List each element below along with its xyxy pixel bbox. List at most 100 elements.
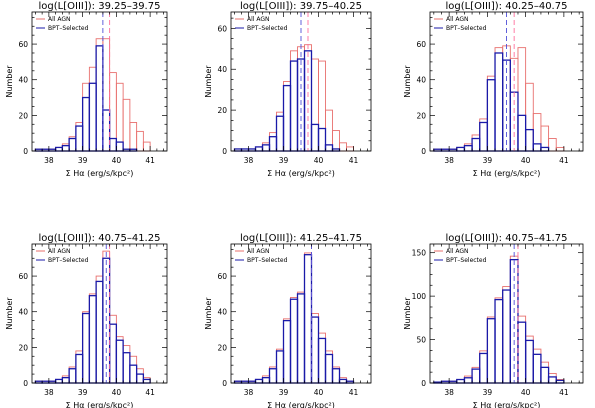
histogram-bar xyxy=(268,368,278,384)
histogram-bar xyxy=(115,141,124,152)
histogram-bar xyxy=(269,132,277,152)
histogram-bar xyxy=(456,146,466,152)
histogram-bar xyxy=(324,144,334,152)
x-tick-label: 41 xyxy=(349,388,359,397)
histogram-bar xyxy=(81,312,91,384)
histogram-bar xyxy=(555,146,565,152)
histogram-bar xyxy=(296,293,306,384)
legend-label-bpt-selected: BPT–Selected xyxy=(247,25,288,32)
legend-label-bpt-selected: BPT–Selected xyxy=(48,257,89,264)
x-tick-label: 38 xyxy=(244,388,254,397)
panel-title: log(L[OIII]): 41.25–41.75 xyxy=(240,233,362,244)
histogram-bar xyxy=(486,75,496,152)
x-axis-label: Σ Hα (erg/s/kpc²) xyxy=(473,401,541,408)
histogram-bar xyxy=(276,348,284,384)
y-tick-label: 150 xyxy=(412,249,427,258)
histogram-bar xyxy=(61,375,70,384)
histogram-bar xyxy=(283,81,291,152)
x-tick-label: 40 xyxy=(314,156,324,165)
y-tick-label: 0 xyxy=(222,379,227,388)
y-tick-label: 0 xyxy=(421,147,426,156)
plot-frame xyxy=(31,11,168,152)
histogram-bar xyxy=(115,82,124,152)
x-tick-label: 38 xyxy=(444,388,454,397)
histogram-bar xyxy=(310,316,320,384)
plot-frame xyxy=(31,243,168,384)
histogram-bar xyxy=(339,142,347,152)
y-tick-label: 20 xyxy=(217,106,227,115)
histogram-bar xyxy=(290,297,298,384)
histogram-bar xyxy=(494,297,504,384)
histogram-bar xyxy=(122,345,131,384)
panel-1: log(L[OIII]): 39.25–39.75 38 39 40 41 0 20 40 60… xyxy=(5,1,168,178)
x-tick-label: 39 xyxy=(78,156,88,165)
histogram-bar xyxy=(88,66,97,152)
y-axis-label: Number xyxy=(204,297,213,330)
y-tick-label: 40 xyxy=(18,76,28,85)
x-axis-label: Σ Hα (erg/s/kpc²) xyxy=(66,169,134,178)
histogram-bar xyxy=(332,130,340,152)
x-axis-label: Σ Hα (erg/s/kpc²) xyxy=(473,169,541,178)
x-tick-label: 39 xyxy=(483,156,493,165)
series-bpt-selected xyxy=(233,50,341,152)
legend-label-all-agn: All AGN xyxy=(247,16,269,23)
legend-label-bpt-selected: BPT–Selected xyxy=(48,25,89,32)
series-bpt-selected xyxy=(34,257,151,384)
histogram-bar xyxy=(317,127,327,152)
histogram-bar xyxy=(540,361,550,384)
histogram-bar xyxy=(129,364,138,384)
series-all-agn xyxy=(34,250,151,384)
histogram-bar xyxy=(254,146,264,152)
histogram-bar xyxy=(75,353,84,384)
histogram-bar xyxy=(102,109,111,152)
histogram-bar xyxy=(75,122,84,152)
histogram-bar xyxy=(303,254,313,384)
histogram-bar xyxy=(317,337,327,384)
x-tick-label: 39 xyxy=(279,156,289,165)
histogram-bar xyxy=(463,145,473,152)
x-tick-label: 40 xyxy=(314,388,324,397)
histogram-bar xyxy=(54,378,64,384)
histogram-bar xyxy=(479,121,489,152)
histogram-bar xyxy=(61,377,70,384)
plot-frame xyxy=(429,243,584,384)
legend-label-all-agn: All AGN xyxy=(446,16,468,23)
y-tick-label: 60 xyxy=(217,272,227,281)
histogram-bar xyxy=(108,137,118,152)
histogram-bar xyxy=(261,377,271,384)
series-all-agn xyxy=(433,255,565,384)
histogram-bar xyxy=(75,125,84,152)
y-axis-label: Number xyxy=(403,65,412,98)
legend-label-all-agn: All AGN xyxy=(247,248,269,255)
histogram-bar xyxy=(275,115,285,152)
histogram-bar xyxy=(525,82,534,152)
plot-frame xyxy=(429,11,584,152)
histogram-bar xyxy=(532,113,542,152)
y-tick-label: 0 xyxy=(23,147,28,156)
histogram-bar xyxy=(275,350,285,384)
histogram-bar xyxy=(61,143,70,152)
histogram-bar xyxy=(311,313,319,384)
legend-label-all-agn: All AGN xyxy=(446,248,468,255)
histogram-bar xyxy=(517,47,527,152)
histogram-bar xyxy=(463,377,473,384)
histogram-bar xyxy=(304,252,312,384)
histogram-bar xyxy=(289,60,299,152)
histogram-bar xyxy=(524,128,534,152)
y-tick-label: 20 xyxy=(18,111,28,120)
series-bpt-selected xyxy=(34,45,138,152)
histogram-bar xyxy=(122,98,131,152)
histogram-bar xyxy=(532,143,542,152)
legend: All AGN BPT–Selected xyxy=(434,16,487,32)
x-axis-label: Σ Hα (erg/s/kpc²) xyxy=(267,169,335,178)
histogram-bar xyxy=(95,275,104,384)
x-axis-label: Σ Hα (erg/s/kpc²) xyxy=(267,401,335,408)
histogram-bar xyxy=(88,82,97,152)
histogram-bar xyxy=(479,352,489,384)
y-axis-label: Number xyxy=(403,297,412,330)
y-tick-label: 20 xyxy=(18,343,28,352)
histogram-bar xyxy=(95,45,104,152)
legend: All AGN BPT–Selected xyxy=(36,248,89,264)
histogram-bar xyxy=(82,82,90,152)
